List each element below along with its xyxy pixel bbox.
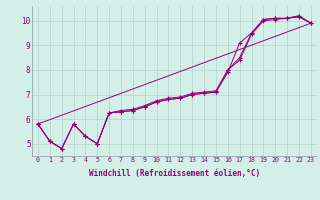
X-axis label: Windchill (Refroidissement éolien,°C): Windchill (Refroidissement éolien,°C) bbox=[89, 169, 260, 178]
